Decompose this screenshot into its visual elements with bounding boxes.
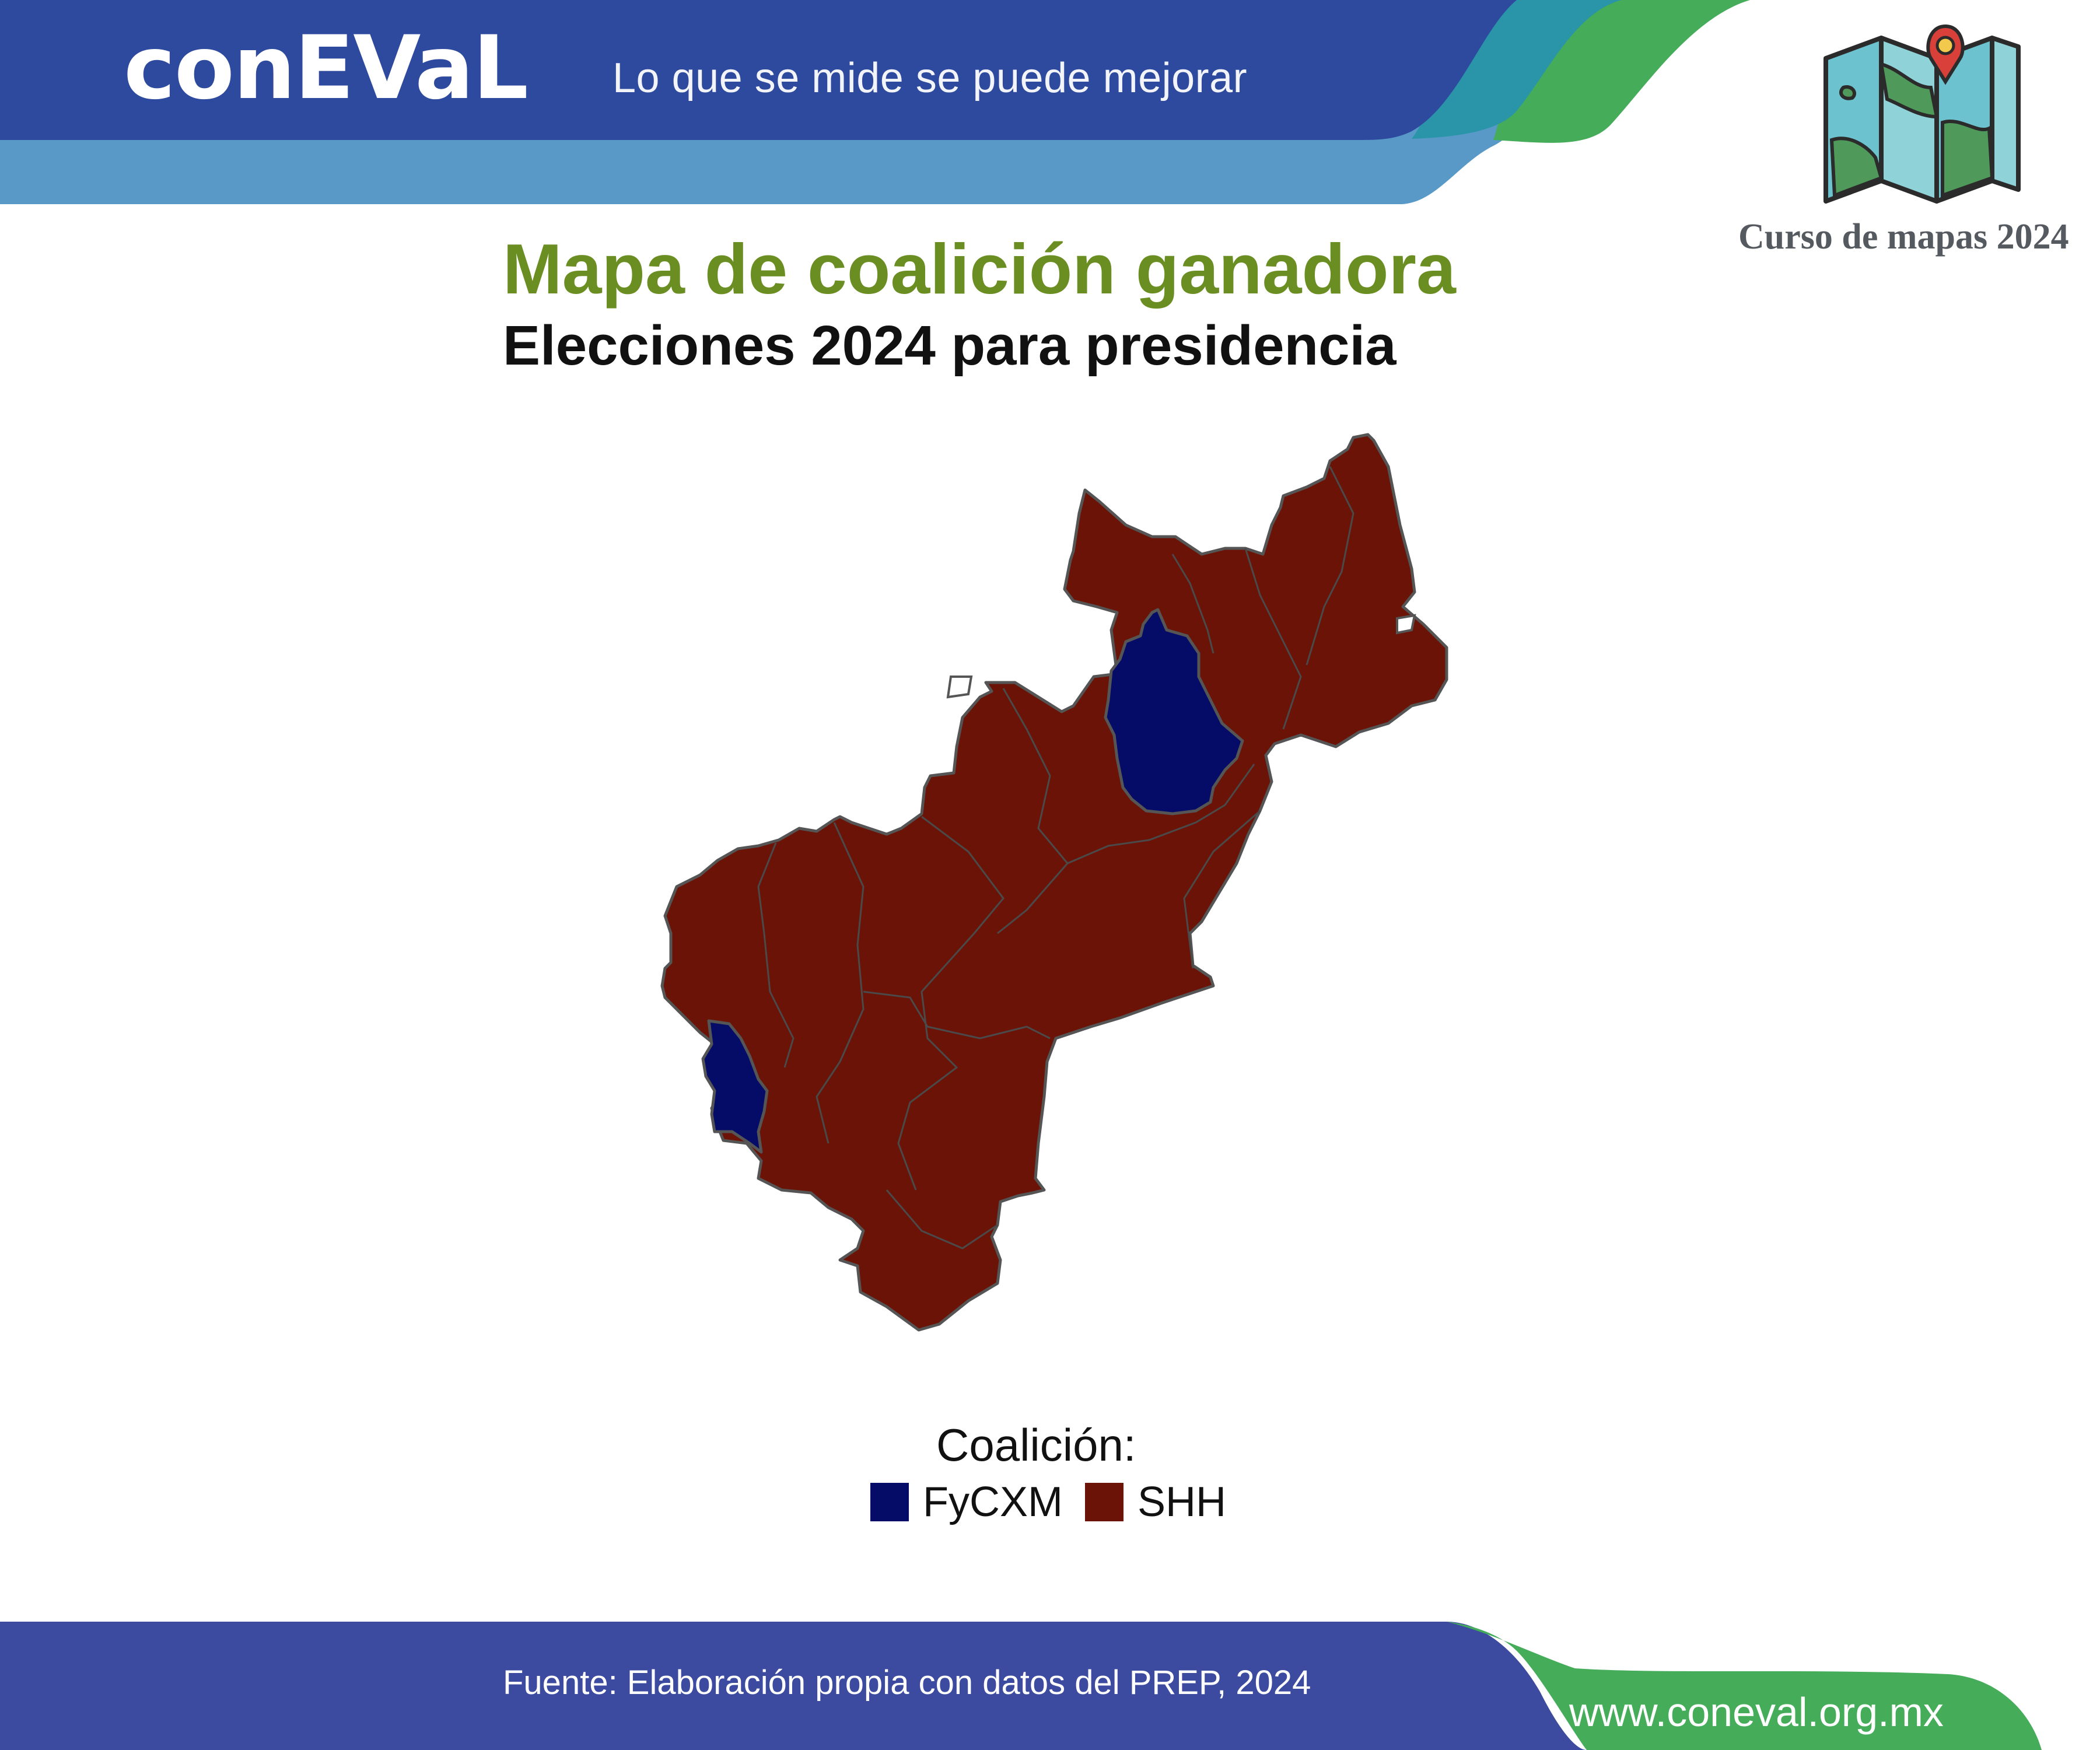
legend-swatch-shh — [1085, 1483, 1124, 1521]
header-banner — [0, 0, 1750, 204]
coneval-logo: conEVaL — [124, 18, 528, 119]
legend-label-fycxm: FyCXM — [923, 1479, 1063, 1525]
region-fycxm-southwest — [701, 1019, 769, 1154]
map-subtitle: Elecciones 2024 para presidencia — [503, 314, 1396, 377]
legend-item-fycxm: FyCXM — [870, 1479, 1063, 1525]
choropleth-map — [660, 433, 1448, 1332]
map-title: Mapa de coalición ganadora — [503, 229, 1456, 309]
legend-swatch-fycxm — [870, 1483, 909, 1521]
folded-map-icon — [1824, 24, 2021, 204]
legend-label-shh: SHH — [1138, 1479, 1227, 1525]
legend-item-shh: SHH — [1085, 1479, 1227, 1525]
header-tagline: Lo que se mide se puede mejorar — [612, 55, 1248, 102]
website-link[interactable]: www.coneval.org.mx — [1569, 1689, 1944, 1735]
course-label: Curso de mapas 2024 — [1738, 217, 2069, 257]
source-note: Fuente: Elaboración propia con datos del… — [503, 1664, 1311, 1702]
legend-title: Coalición: — [936, 1419, 1136, 1471]
region-fycxm-north — [1104, 608, 1244, 816]
